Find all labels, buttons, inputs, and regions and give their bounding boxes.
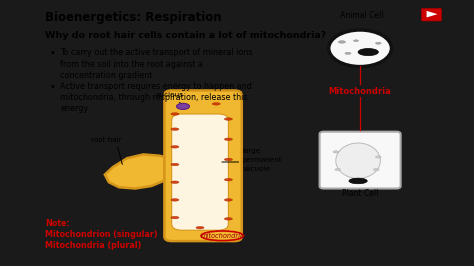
- FancyBboxPatch shape: [421, 8, 442, 21]
- Ellipse shape: [224, 138, 232, 140]
- Ellipse shape: [335, 168, 341, 171]
- Text: Animal Cell: Animal Cell: [340, 11, 384, 20]
- Text: Mitochondrion (singular): Mitochondrion (singular): [45, 230, 158, 239]
- Ellipse shape: [171, 199, 179, 201]
- Ellipse shape: [224, 199, 232, 201]
- Ellipse shape: [176, 103, 190, 109]
- Ellipse shape: [171, 128, 179, 130]
- Text: vacuole: vacuole: [243, 166, 271, 172]
- Text: Plant Cell: Plant Cell: [342, 189, 378, 198]
- Text: Mitochondria: Mitochondria: [329, 87, 392, 96]
- Text: •: •: [49, 48, 55, 58]
- FancyBboxPatch shape: [319, 132, 401, 189]
- Polygon shape: [105, 154, 173, 189]
- Text: permanent: permanent: [243, 157, 283, 163]
- Text: from the soil into the root against a: from the soil into the root against a: [60, 60, 203, 69]
- Text: Active transport requires energy to happen and: Active transport requires energy to happ…: [60, 82, 252, 92]
- Text: Why do root hair cells contain a lot of mitochondria?: Why do root hair cells contain a lot of …: [45, 31, 327, 40]
- Ellipse shape: [171, 146, 179, 148]
- Text: mitochondria: mitochondria: [201, 233, 244, 239]
- Text: energy: energy: [60, 104, 88, 113]
- Ellipse shape: [171, 216, 179, 219]
- Ellipse shape: [196, 226, 204, 229]
- Ellipse shape: [354, 40, 358, 41]
- Ellipse shape: [358, 48, 378, 56]
- Ellipse shape: [333, 151, 338, 153]
- Text: To carry out the active transport of mineral ions: To carry out the active transport of min…: [60, 48, 253, 57]
- Ellipse shape: [171, 113, 179, 115]
- Ellipse shape: [374, 168, 379, 171]
- Polygon shape: [427, 11, 438, 18]
- Text: root hair: root hair: [91, 137, 121, 143]
- Text: large: large: [243, 148, 261, 154]
- FancyBboxPatch shape: [172, 114, 228, 230]
- Ellipse shape: [224, 118, 232, 120]
- Ellipse shape: [224, 158, 232, 161]
- Text: Note:: Note:: [45, 219, 70, 228]
- Text: Mitochondria (plural): Mitochondria (plural): [45, 241, 142, 250]
- Text: •: •: [49, 82, 55, 92]
- Text: Bioenergetics: Respiration: Bioenergetics: Respiration: [45, 11, 222, 24]
- FancyBboxPatch shape: [164, 90, 242, 241]
- Ellipse shape: [375, 42, 381, 44]
- Ellipse shape: [212, 103, 220, 105]
- Ellipse shape: [224, 178, 232, 181]
- Ellipse shape: [171, 181, 179, 184]
- Ellipse shape: [349, 178, 367, 184]
- Ellipse shape: [171, 163, 179, 166]
- Text: concentration gradient: concentration gradient: [60, 70, 153, 80]
- Ellipse shape: [375, 156, 381, 158]
- Ellipse shape: [336, 143, 380, 178]
- Text: nucleus: nucleus: [155, 92, 183, 103]
- Ellipse shape: [224, 218, 232, 220]
- Ellipse shape: [345, 52, 351, 54]
- Ellipse shape: [328, 30, 392, 66]
- Text: mitochondria, through respiration, release this: mitochondria, through respiration, relea…: [60, 93, 248, 102]
- Ellipse shape: [338, 41, 346, 43]
